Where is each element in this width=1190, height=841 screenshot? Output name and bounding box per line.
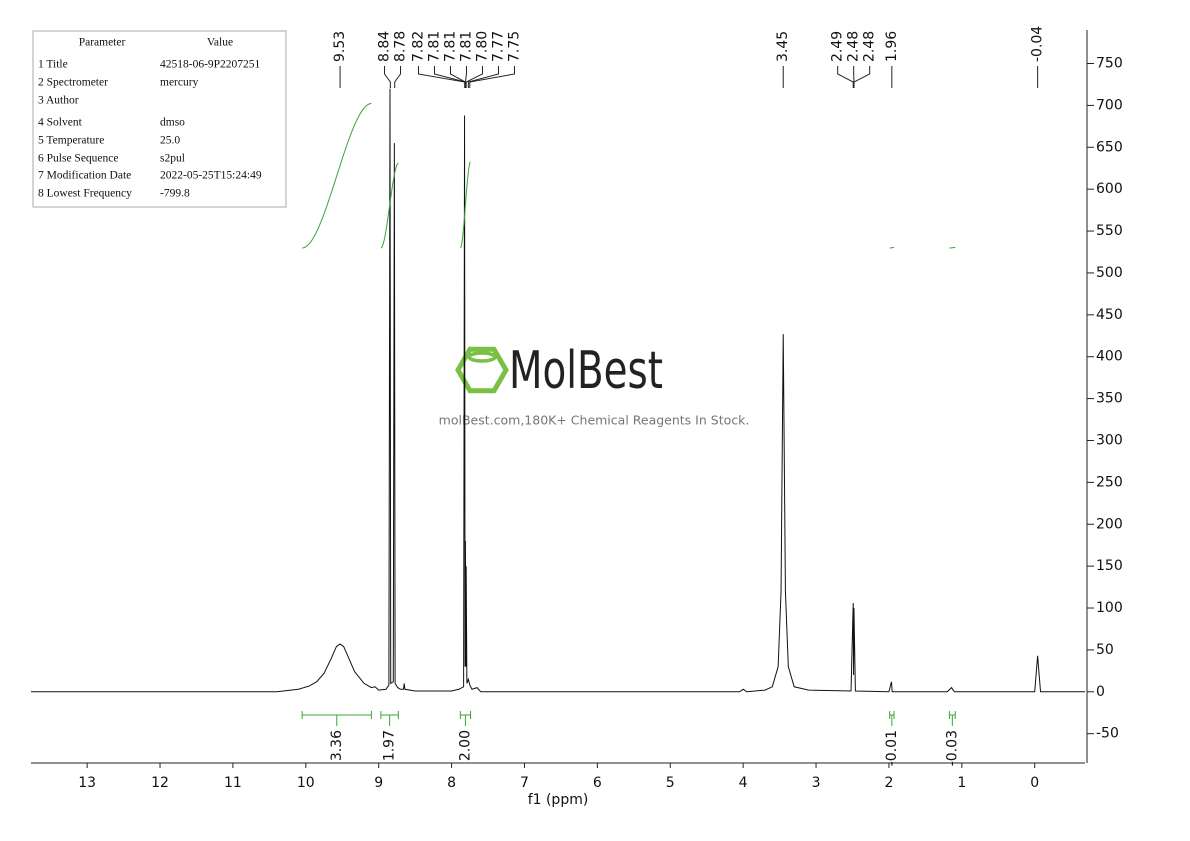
table-cell: 5 Temperature	[38, 135, 104, 147]
peak-label: 9.53	[332, 31, 348, 62]
integral-curve	[302, 103, 372, 249]
peak-label: 8.78	[393, 31, 409, 62]
y-tick-label: 150	[1096, 558, 1123, 574]
x-tick-label: 9	[374, 775, 383, 791]
y-tick-label: 450	[1096, 307, 1123, 323]
table-cell: 4 Solvent	[38, 117, 83, 129]
y-tick-label: 50	[1096, 642, 1114, 658]
x-axis-label: f1 (ppm)	[528, 792, 589, 808]
integral-label: 1.97	[382, 730, 398, 761]
peak-label: 7.77	[490, 31, 506, 62]
y-tick-label: 0	[1096, 684, 1105, 700]
integral-label: 2.00	[457, 730, 473, 761]
y-tick-label: 400	[1096, 349, 1123, 365]
table-cell: 2 Spectrometer	[38, 77, 108, 89]
integral-curve	[949, 247, 956, 249]
peak-connector	[465, 66, 483, 88]
y-tick-label: 600	[1096, 181, 1123, 197]
table-cell: 1 Title	[38, 59, 68, 71]
x-tick-label: 11	[224, 775, 242, 791]
integral-label: -0.03	[944, 730, 960, 766]
peak-label: 2.49	[830, 31, 846, 62]
y-tick-label: 550	[1096, 223, 1123, 239]
peak-label: -0.04	[1030, 26, 1046, 62]
peak-connector	[394, 66, 402, 88]
table-cell: 2022-05-25T15:24:49	[160, 170, 262, 182]
watermark-brand: MolBest	[509, 341, 663, 401]
x-tick-label: 3	[812, 775, 821, 791]
x-tick-label: 7	[520, 775, 529, 791]
table-cell: 6 Pulse Sequence	[38, 153, 118, 165]
peak-label: 2.48	[846, 31, 862, 62]
table-cell: s2pul	[160, 153, 185, 165]
table-header: Value	[207, 37, 233, 49]
integral-label: 3.36	[329, 730, 345, 761]
integral-curve	[889, 247, 895, 249]
peak-connector	[384, 66, 391, 88]
table-cell: 42518-06-9P2207251	[160, 59, 261, 71]
table-header: Parameter	[79, 37, 126, 49]
spectrum-line	[31, 88, 1085, 693]
integral-label: -0.01	[884, 730, 900, 766]
integral-curve	[460, 161, 471, 249]
peak-label: 7.75	[506, 31, 522, 62]
x-tick-label: 0	[1030, 775, 1039, 791]
table-cell: 7 Modification Date	[38, 170, 131, 182]
parameter-table	[32, 30, 287, 208]
peak-connector	[467, 66, 499, 88]
table-cell: dmso	[160, 117, 185, 129]
table-cell: mercury	[160, 77, 199, 89]
x-tick-label: 12	[151, 775, 169, 791]
peak-connector	[469, 66, 515, 88]
peak-label: 7.81	[458, 31, 474, 62]
peak-label: 7.80	[474, 31, 490, 62]
peak-label: 1.96	[884, 31, 900, 62]
table-cell: 25.0	[160, 135, 180, 147]
integral-curve	[380, 162, 399, 249]
x-tick-label: 4	[739, 775, 748, 791]
watermark-logo	[455, 346, 509, 394]
y-tick-label: -50	[1096, 726, 1119, 742]
x-tick-label: 1	[957, 775, 966, 791]
x-tick-label: 5	[666, 775, 675, 791]
y-tick-label: 250	[1096, 474, 1123, 490]
logo-ring	[467, 351, 497, 363]
x-tick-label: 2	[884, 775, 893, 791]
x-tick-label: 8	[447, 775, 456, 791]
x-tick-label: 10	[297, 775, 315, 791]
peak-connector	[464, 66, 467, 88]
table-cell: 8 Lowest Frequency	[38, 188, 132, 200]
table-cell: 3 Author	[38, 95, 79, 107]
peak-label: 7.81	[442, 31, 458, 62]
peak-label: 2.48	[862, 31, 878, 62]
peak-connector	[837, 66, 854, 88]
table-cell: -799.8	[160, 188, 190, 200]
logo-hexagon	[455, 346, 509, 394]
y-tick-label: 300	[1096, 432, 1123, 448]
watermark-tagline: molBest.com,180K+ Chemical Reagents In S…	[439, 413, 750, 428]
y-tick-label: 750	[1096, 56, 1123, 72]
y-tick-label: 650	[1096, 139, 1123, 155]
peak-connector	[417, 66, 466, 88]
peak-connector	[433, 66, 466, 88]
y-tick-label: 200	[1096, 516, 1123, 532]
y-tick-label: 500	[1096, 265, 1123, 281]
peak-label: 7.81	[426, 31, 442, 62]
peak-label: 7.82	[410, 31, 426, 62]
y-tick-label: 100	[1096, 600, 1123, 616]
x-tick-label: 13	[78, 775, 96, 791]
peak-connector	[853, 66, 871, 88]
y-tick-label: 350	[1096, 391, 1123, 407]
peak-label: 8.84	[377, 31, 393, 62]
x-tick-label: 6	[593, 775, 602, 791]
peak-label: 3.45	[775, 31, 791, 62]
peak-connector	[449, 66, 466, 88]
y-tick-label: 700	[1096, 97, 1123, 113]
